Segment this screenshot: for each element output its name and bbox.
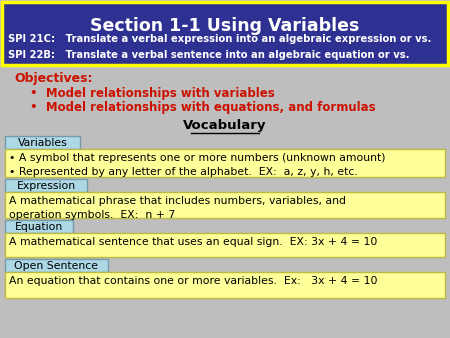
Bar (5, 272, 445, 298)
Text: Vocabulary: Vocabulary (183, 119, 267, 132)
Text: An equation that contains one or more variables.  Ex:   3x + 4 = 10: An equation that contains one or more va… (9, 276, 378, 286)
Text: •  Model relationships with equations, and formulas: • Model relationships with equations, an… (30, 101, 376, 114)
Text: • A symbol that represents one or more numbers (unknown amount)
• Represented by: • A symbol that represents one or more n… (9, 153, 386, 177)
Text: A mathematical phrase that includes numbers, variables, and
operation symbols.  : A mathematical phrase that includes numb… (9, 196, 346, 220)
Bar (5, 220, 73, 233)
Bar (2, 2, 448, 65)
Bar (5, 149, 445, 177)
Text: Variables: Variables (18, 138, 68, 148)
Bar (5, 179, 87, 192)
Text: Open Sentence: Open Sentence (14, 261, 99, 271)
Text: •  Model relationships with variables: • Model relationships with variables (30, 87, 275, 100)
Text: Section 1-1 Using Variables: Section 1-1 Using Variables (90, 17, 360, 35)
Text: Equation: Equation (15, 222, 63, 232)
Text: Expression: Expression (17, 181, 76, 191)
Text: SPI 21C:   Translate a verbal expression into an algebraic expression or vs.: SPI 21C: Translate a verbal expression i… (8, 34, 432, 44)
Text: A mathematical sentence that uses an equal sign.  EX: 3x + 4 = 10: A mathematical sentence that uses an equ… (9, 237, 378, 247)
Bar (5, 259, 108, 272)
Text: SPI 22B:   Translate a verbal sentence into an algebraic equation or vs.: SPI 22B: Translate a verbal sentence int… (8, 50, 410, 60)
Bar (5, 233, 445, 257)
Bar (5, 192, 445, 218)
Text: Objectives:: Objectives: (14, 72, 93, 85)
Bar (5, 136, 80, 149)
